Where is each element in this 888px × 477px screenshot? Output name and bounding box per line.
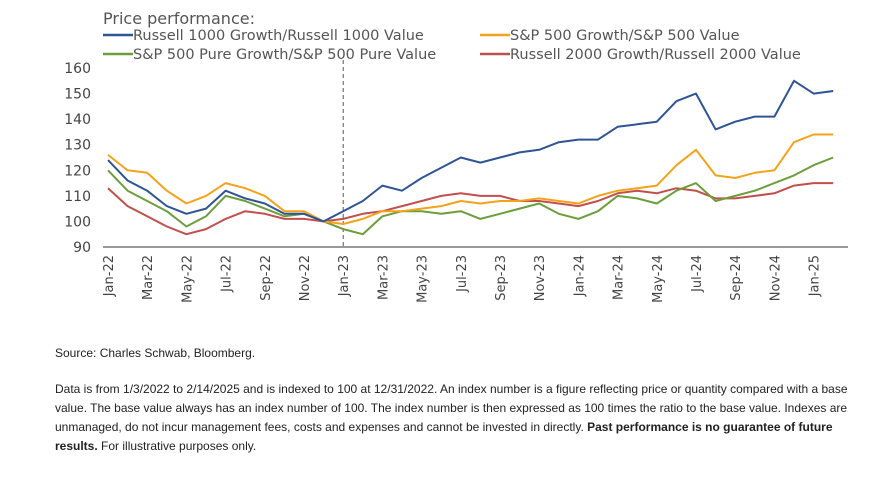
disclaimer-rest: For illustrative purposes only.: [97, 439, 257, 453]
x-tick-label: May-24: [651, 255, 666, 303]
x-tick-label: Nov-23: [533, 255, 548, 301]
x-tick-label: Nov-24: [768, 255, 783, 301]
legend-entry: Russell 1000 Growth/Russell 1000 Value: [133, 28, 424, 44]
y-tick-label: 90: [73, 240, 91, 256]
source-note: Source: Charles Schwab, Bloomberg.: [55, 346, 256, 360]
price-performance-chart: Price performance: Russell 1000 Growth/R…: [64, 9, 848, 303]
chart-notes: Source: Charles Schwab, Bloomberg. Data …: [55, 344, 855, 456]
x-tick-label: Sep-23: [494, 255, 509, 301]
legend-entry: Russell 2000 Growth/Russell 2000 Value: [510, 47, 801, 63]
legend-title: Price performance:: [103, 9, 255, 28]
x-tick-label: Mar-22: [141, 255, 156, 300]
x-tick-label: Jul-23: [455, 255, 470, 293]
series-line: [107, 133, 834, 225]
y-tick-label: 100: [64, 214, 91, 230]
x-axis: Jan-22 Mar-22 May-22 Jul-22 Sep-22 Nov-22 Jan-…: [102, 246, 848, 303]
x-tick-label: Nov-22: [298, 255, 313, 301]
x-tick-label: Sep-24: [729, 255, 744, 301]
x-tick-label: Sep-22: [259, 255, 274, 301]
x-tick-label: Jan-24: [572, 255, 587, 297]
y-axis: 90 100 110 120 130 140 150 160: [64, 61, 91, 256]
x-tick-label: Mar-23: [376, 255, 391, 300]
y-tick-label: 130: [64, 138, 91, 154]
x-tick-label: May-22: [180, 255, 195, 303]
y-tick-label: 110: [64, 189, 91, 205]
x-tick-label: Jul-24: [690, 255, 705, 293]
x-tick-label: May-23: [416, 255, 431, 303]
legend-entry: S&P 500 Pure Growth/S&P 500 Pure Value: [133, 47, 436, 63]
series-line: [107, 79, 834, 223]
legend: Russell 1000 Growth/Russell 1000 Value S&…: [103, 28, 801, 63]
series-line: [107, 156, 834, 236]
y-tick-label: 140: [64, 112, 91, 128]
x-tick-label: Jan-22: [102, 255, 117, 297]
disclaimer-bold: Past performance is no guarantee of futu…: [55, 420, 833, 453]
series-lines: [107, 79, 834, 236]
y-tick-label: 160: [64, 61, 91, 77]
data-note-text: Data is from 1/3/2022 to 2/14/2025 and i…: [55, 382, 848, 434]
x-tick-label: Jan-25: [808, 255, 823, 297]
y-tick-label: 150: [64, 87, 91, 103]
y-tick-label: 120: [64, 163, 91, 179]
x-tick-label: Mar-24: [612, 255, 627, 300]
series-line: [107, 182, 834, 236]
x-tick-label: Jul-22: [220, 255, 235, 293]
legend-entry: S&P 500 Growth/S&P 500 Value: [510, 28, 740, 44]
x-tick-label: Jan-23: [337, 255, 352, 297]
data-note: Data is from 1/3/2022 to 2/14/2025 and i…: [55, 380, 855, 456]
